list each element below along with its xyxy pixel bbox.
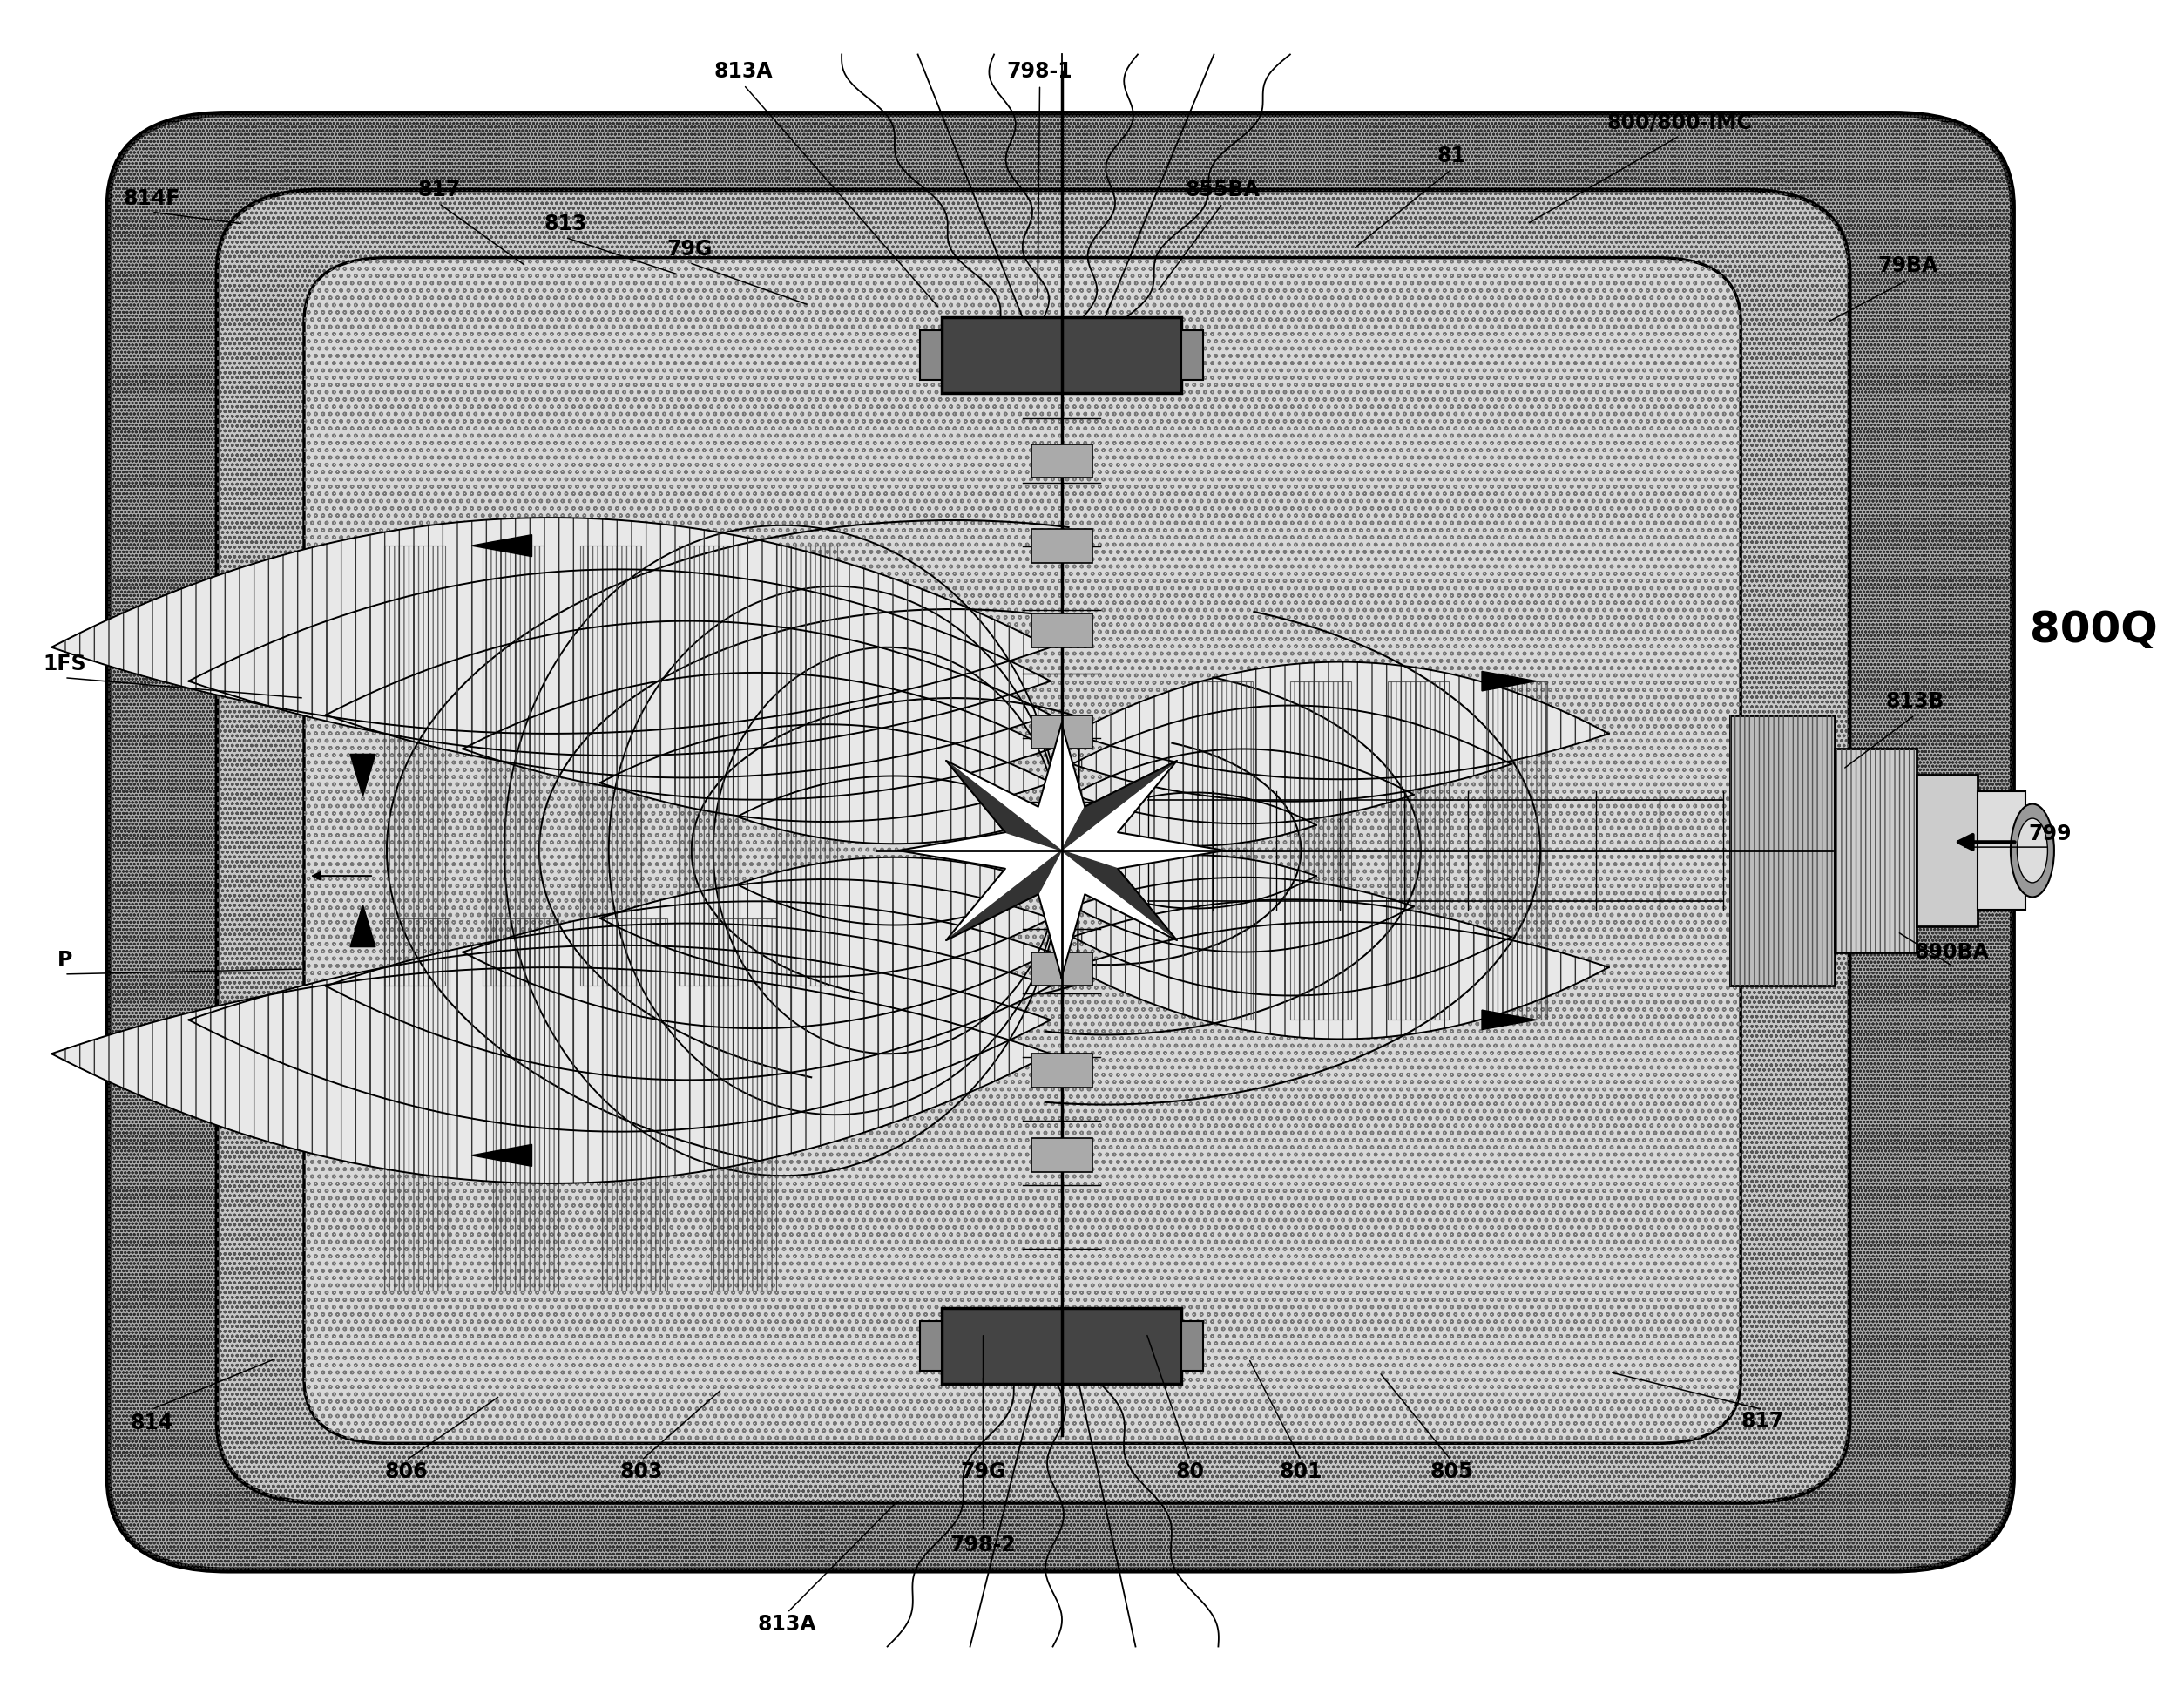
- Text: 80: 80: [1175, 1461, 1203, 1483]
- Text: 801: 801: [1280, 1461, 1324, 1483]
- Bar: [941, 1308, 1182, 1385]
- Bar: [679, 546, 740, 987]
- Bar: [1031, 714, 1092, 748]
- Polygon shape: [946, 850, 1061, 941]
- Text: 1FS: 1FS: [44, 653, 85, 675]
- Bar: [384, 919, 450, 1291]
- Bar: [1182, 1322, 1203, 1371]
- Text: 813: 813: [544, 213, 587, 235]
- Polygon shape: [188, 946, 1051, 1131]
- Polygon shape: [472, 534, 533, 556]
- Ellipse shape: [2018, 818, 2049, 883]
- Bar: [1835, 748, 1918, 953]
- Text: 806: 806: [384, 1461, 428, 1483]
- Text: 79G: 79G: [666, 238, 712, 260]
- Text: 79BA: 79BA: [1878, 255, 1939, 277]
- Polygon shape: [1061, 760, 1177, 850]
- Bar: [1918, 774, 1979, 927]
- Bar: [1389, 680, 1448, 1021]
- Text: 803: 803: [620, 1461, 664, 1483]
- Text: 798-1: 798-1: [1007, 61, 1072, 82]
- Text: 81: 81: [1437, 146, 1465, 167]
- Polygon shape: [1072, 856, 1317, 908]
- Polygon shape: [52, 968, 1051, 1184]
- Bar: [603, 919, 668, 1291]
- Text: 814: 814: [131, 1412, 173, 1434]
- Polygon shape: [52, 517, 1051, 733]
- Polygon shape: [1072, 922, 1610, 1039]
- Bar: [1485, 680, 1546, 1021]
- Text: 814F: 814F: [122, 187, 179, 209]
- Polygon shape: [1072, 662, 1610, 779]
- Polygon shape: [1072, 748, 1413, 823]
- Polygon shape: [349, 754, 376, 796]
- Text: 800Q: 800Q: [2029, 609, 2158, 651]
- Text: 813B: 813B: [1885, 691, 1944, 713]
- Polygon shape: [1061, 850, 1177, 941]
- Polygon shape: [1483, 1010, 1535, 1029]
- Ellipse shape: [2011, 805, 2055, 896]
- Bar: [712, 919, 775, 1291]
- Bar: [1979, 791, 2027, 910]
- Polygon shape: [188, 570, 1051, 755]
- Text: 813A: 813A: [758, 1614, 817, 1635]
- Bar: [1031, 444, 1092, 478]
- Bar: [581, 546, 642, 987]
- Text: 817: 817: [1741, 1410, 1784, 1432]
- Bar: [919, 1322, 941, 1371]
- Text: 798-2: 798-2: [950, 1534, 1016, 1555]
- Polygon shape: [325, 621, 1051, 777]
- FancyBboxPatch shape: [216, 191, 1850, 1502]
- Polygon shape: [1072, 878, 1413, 953]
- Polygon shape: [463, 672, 1051, 799]
- Polygon shape: [349, 905, 376, 947]
- Bar: [1182, 330, 1203, 379]
- Polygon shape: [472, 1145, 533, 1167]
- Text: 805: 805: [1431, 1461, 1472, 1483]
- Polygon shape: [738, 776, 1051, 844]
- Text: 79G: 79G: [961, 1461, 1007, 1483]
- Bar: [483, 546, 544, 987]
- Bar: [494, 919, 559, 1291]
- Text: 890BA: 890BA: [1915, 942, 1990, 963]
- Polygon shape: [325, 924, 1051, 1080]
- Text: 800/800-IMC: 800/800-IMC: [1607, 112, 1752, 133]
- Bar: [1730, 714, 1835, 987]
- Polygon shape: [601, 725, 1051, 822]
- Text: 855BA: 855BA: [1186, 180, 1260, 201]
- Bar: [1730, 714, 1835, 987]
- Bar: [1031, 1138, 1092, 1172]
- Text: 813A: 813A: [714, 61, 773, 82]
- Polygon shape: [946, 760, 1061, 850]
- Polygon shape: [463, 902, 1051, 1029]
- Bar: [1835, 748, 1918, 953]
- Polygon shape: [1072, 900, 1511, 995]
- Bar: [1031, 953, 1092, 987]
- Polygon shape: [1072, 706, 1511, 801]
- Bar: [775, 546, 836, 987]
- Bar: [1192, 680, 1254, 1021]
- Polygon shape: [738, 857, 1051, 925]
- FancyBboxPatch shape: [109, 114, 2014, 1570]
- Bar: [1291, 680, 1352, 1021]
- Bar: [941, 316, 1182, 393]
- Polygon shape: [601, 879, 1051, 976]
- Bar: [1031, 1053, 1092, 1087]
- Bar: [1031, 529, 1092, 563]
- Bar: [384, 546, 446, 987]
- Text: 817: 817: [417, 180, 461, 201]
- Text: 799: 799: [2029, 823, 2070, 844]
- Text: P: P: [57, 951, 72, 971]
- Polygon shape: [1072, 793, 1317, 845]
- Bar: [919, 330, 941, 379]
- FancyBboxPatch shape: [304, 257, 1741, 1444]
- Polygon shape: [1483, 672, 1535, 691]
- Bar: [1031, 614, 1092, 648]
- Polygon shape: [898, 723, 1225, 978]
